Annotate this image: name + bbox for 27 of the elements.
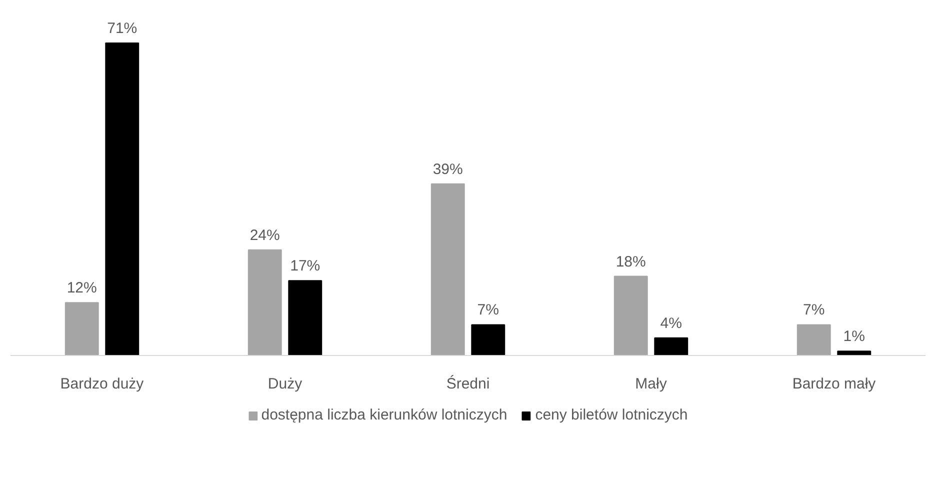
x-tick-label: Bardzo mały (792, 376, 876, 392)
data-label: 7% (477, 302, 499, 319)
x-tick-label: Mały (635, 376, 668, 392)
bar (105, 42, 140, 356)
bar (430, 183, 465, 356)
bar (64, 302, 99, 356)
x-tick-label: Bardzo duży (60, 376, 144, 392)
data-label: 4% (660, 314, 682, 332)
data-label: 39% (432, 160, 463, 178)
bar (248, 249, 282, 356)
x-tick-label: Średni (446, 374, 490, 392)
data-label: 1% (843, 328, 865, 346)
data-label: 18% (616, 253, 646, 270)
legend-label: ceny biletów lotniczych (535, 406, 688, 424)
bar (471, 324, 506, 356)
data-label: 71% (107, 20, 138, 37)
data-label: 7% (803, 302, 825, 319)
bar (654, 337, 688, 356)
data-label: 24% (250, 226, 280, 244)
bar (614, 276, 648, 356)
data-label: 17% (290, 258, 320, 275)
data-label: 12% (66, 280, 97, 297)
bar (837, 350, 872, 356)
bar (796, 324, 831, 356)
legend-label: dostępna liczba kierunków lotniczych (261, 406, 508, 424)
bar (288, 280, 322, 356)
x-tick-label: Duży (268, 376, 303, 392)
